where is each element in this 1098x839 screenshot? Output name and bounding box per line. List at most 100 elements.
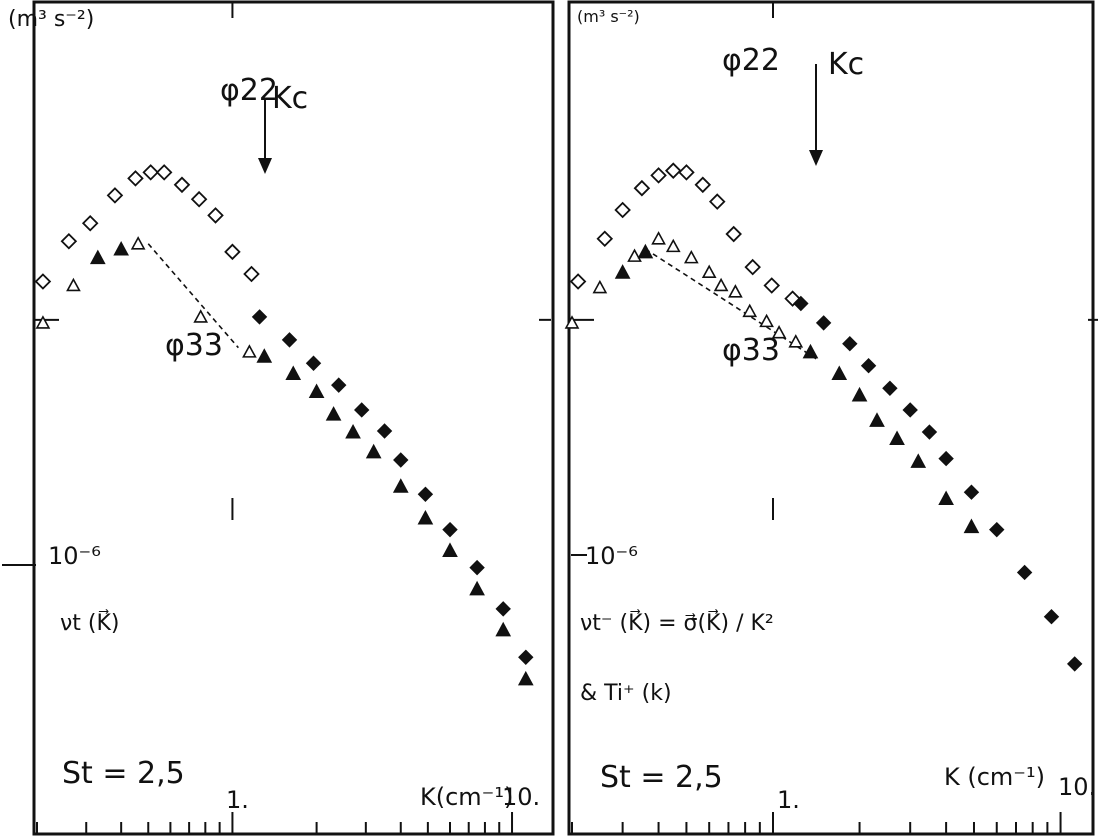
panel-left-st-label: St = 2,5 [62, 756, 185, 791]
panel-left-dashed-fit [147, 243, 239, 349]
panel-left-y-unit: (m³ s⁻²) [8, 7, 94, 32]
data-point-filled-triangle [442, 542, 458, 557]
data-point-filled-triangle [285, 365, 302, 381]
data-point-filled-triangle [392, 478, 409, 493]
data-point-open-triangle [701, 264, 717, 279]
data-point-filled-diamond [495, 601, 511, 617]
data-point-filled-diamond [963, 484, 980, 500]
panel-right-t-label: & Ti⁺ (k) [580, 681, 672, 706]
data-point-filled-diamond [354, 402, 370, 418]
data-point-filled-diamond [815, 315, 832, 331]
data-point-filled-diamond [376, 423, 393, 439]
panel-left-y-tick-label: 10⁻⁶ [48, 542, 101, 570]
data-point-open-diamond [190, 190, 208, 208]
data-point-open-diamond [34, 273, 52, 290]
data-point-filled-diamond [331, 377, 347, 393]
data-point-open-triangle [130, 236, 146, 250]
panel-left-phi22-label: φ22 [220, 73, 278, 108]
data-point-open-triangle [592, 279, 608, 294]
panel-right-x-tick-1: 1. [777, 786, 800, 814]
data-point-filled-triangle [517, 670, 534, 686]
data-point-filled-triangle [256, 348, 273, 363]
data-point-filled-triangle [113, 241, 130, 256]
data-point-open-triangle [66, 277, 81, 292]
data-point-open-triangle [665, 238, 681, 253]
panel-right-ticks [570, 2, 1098, 834]
data-point-filled-triangle [325, 406, 342, 421]
data-point-filled-diamond [281, 332, 298, 348]
data-point-filled-diamond [1016, 564, 1033, 581]
data-point-open-diamond [650, 167, 667, 184]
data-point-filled-diamond [882, 380, 898, 396]
panel-left-nu-label: νt (K⃗) [60, 609, 120, 636]
panel-left-phi33-label: φ33 [165, 328, 223, 363]
data-point-open-diamond [569, 273, 587, 290]
panel-right-x-tick-10: 10. [1058, 773, 1096, 801]
panel-left-x-tick-10: 10. [502, 783, 540, 811]
data-point-open-triangle [627, 248, 642, 262]
data-point-filled-triangle [637, 243, 654, 259]
data-point-filled-diamond [938, 450, 954, 467]
data-point-open-triangle [759, 313, 774, 328]
data-point-open-triangle [771, 325, 787, 339]
data-point-filled-triangle [345, 423, 361, 439]
panel-right-kc-arrow [809, 64, 823, 166]
panel-right-y-tick-label: 10⁻⁶ [585, 542, 638, 570]
data-point-open-diamond [127, 170, 144, 187]
panel-left-x-label: K(cm⁻¹) [420, 783, 513, 811]
data-point-filled-diamond [442, 521, 458, 538]
data-point-filled-triangle [365, 443, 382, 459]
panel-left-kc-arrow [258, 100, 272, 174]
panel-left-kc-label: Kc [272, 81, 308, 116]
data-point-filled-triangle [308, 383, 325, 399]
panel-right-st-label: St = 2,5 [600, 760, 723, 795]
data-point-open-diamond [694, 176, 712, 194]
data-point-filled-triangle [469, 580, 485, 596]
data-point-open-diamond [106, 187, 124, 204]
data-point-open-triangle [193, 309, 209, 323]
panel-right-x-label: K (cm⁻¹) [944, 763, 1045, 791]
data-point-open-triangle [742, 303, 758, 318]
data-point-open-triangle [788, 334, 804, 348]
data-point-filled-diamond [518, 649, 534, 665]
data-point-open-triangle [35, 315, 51, 329]
panel-right-frame [567, 0, 1095, 836]
data-point-filled-triangle [910, 453, 927, 468]
data-point-filled-diamond [1043, 608, 1060, 625]
data-point-filled-triangle [938, 490, 954, 506]
data-point-open-triangle [564, 315, 580, 329]
data-point-filled-triangle [851, 386, 868, 402]
data-point-open-diamond [596, 230, 614, 248]
data-point-open-diamond [243, 265, 260, 283]
data-point-filled-diamond [251, 309, 268, 325]
panel-right-phi22-label: φ22 [722, 43, 780, 78]
data-point-open-triangle [728, 284, 743, 298]
panel-right-phi33-label: φ33 [722, 333, 780, 368]
data-point-filled-diamond [902, 402, 918, 418]
data-point-filled-diamond [989, 521, 1005, 538]
panel-right-marks [564, 162, 1083, 672]
data-point-open-diamond [725, 225, 742, 243]
data-point-filled-triangle [614, 264, 631, 279]
data-point-open-diamond [173, 176, 191, 194]
panel-left-marks [34, 164, 534, 686]
data-point-open-diamond [155, 164, 173, 181]
panel-right-kc-label: Kc [828, 47, 864, 82]
data-point-filled-triangle [889, 430, 905, 446]
data-point-open-triangle [651, 231, 666, 245]
data-point-filled-diamond [393, 452, 409, 468]
dashed-fit-line [147, 243, 239, 349]
data-point-open-diamond [207, 207, 224, 224]
panel-right-nu-label: νt⁻ (K⃗) = σ⃗(K⃗) / K² [580, 609, 774, 636]
panel-left-x-tick-1: 1. [226, 786, 249, 814]
data-point-open-diamond [708, 193, 726, 210]
data-point-open-diamond [744, 258, 761, 276]
data-point-open-diamond [763, 277, 781, 294]
data-point-filled-diamond [469, 559, 485, 576]
panel-left-frame [32, 0, 555, 836]
data-point-filled-diamond [1066, 656, 1083, 672]
panel-right: (m³ s⁻²) φ22 Kc φ33 10⁻⁶ νt⁻ (K⃗) = σ⃗(K… [564, 0, 1098, 836]
data-point-open-triangle [713, 277, 729, 292]
